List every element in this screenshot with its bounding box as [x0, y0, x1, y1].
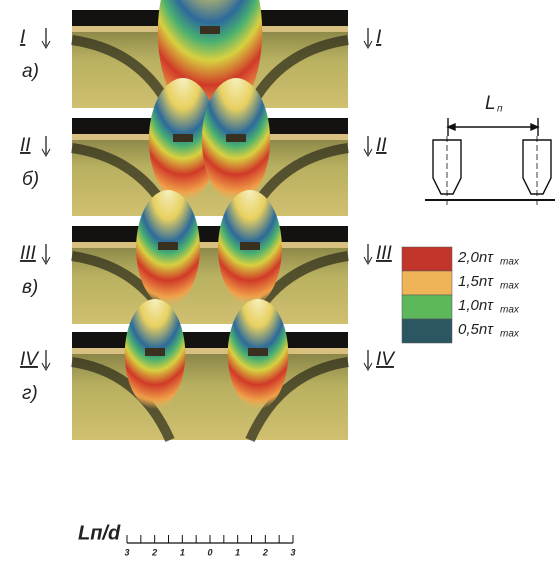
scale-tick-label: 0 — [207, 547, 212, 557]
legend-sub: max — [500, 257, 520, 268]
section-left: II — [20, 135, 31, 156]
panel-letter: а) — [22, 61, 39, 82]
legend-sub: max — [500, 281, 520, 292]
diagram-label-sub: п — [497, 104, 503, 115]
legend-swatch — [402, 247, 452, 271]
section-right: II — [376, 135, 387, 156]
scale-tick-label: 3 — [124, 547, 129, 557]
legend-label: 2,0nτ — [457, 249, 494, 266]
indenter — [158, 242, 178, 250]
indenter — [200, 26, 220, 34]
panel-top — [72, 226, 348, 242]
figure: L п Lп/d IIа)IIIIб)IIIIIIв)IVIVг)2,0nτma… — [0, 0, 555, 568]
indenter — [173, 134, 193, 142]
scale-label: Lп/d — [78, 522, 121, 544]
legend-sub: max — [500, 329, 520, 340]
scale-tick-label: 1 — [180, 547, 185, 557]
section-right: III — [376, 243, 393, 264]
legend-swatch — [402, 319, 452, 343]
panel-letter: в) — [22, 277, 38, 298]
legend-swatch — [402, 295, 452, 319]
legend-label: 1,5nτ — [458, 273, 494, 290]
legend-label: 0,5nτ — [458, 321, 494, 338]
section-left: I — [20, 27, 26, 48]
diagram-label: L — [485, 93, 496, 114]
panel-letter: г) — [22, 383, 38, 404]
legend-swatch — [402, 271, 452, 295]
scale-tick-label: 2 — [262, 547, 268, 557]
panel-top — [72, 332, 348, 348]
indenter — [248, 348, 268, 356]
section-left: IV — [20, 349, 40, 370]
panel-letter: б) — [22, 169, 39, 190]
scale-tick-label: 1 — [235, 547, 240, 557]
scale-tick-label: 2 — [151, 547, 157, 557]
legend-sub: max — [500, 305, 520, 316]
indenter-diagram — [425, 118, 555, 205]
scale-tick-label: 3 — [290, 547, 295, 557]
indenter — [240, 242, 260, 250]
legend-label: 1,0nτ — [458, 297, 494, 314]
section-left: III — [20, 243, 37, 264]
indenter — [226, 134, 246, 142]
panel-edge — [72, 242, 348, 248]
indenter — [145, 348, 165, 356]
section-right: I — [376, 27, 382, 48]
panel-edge — [72, 348, 348, 354]
section-right: IV — [376, 349, 396, 370]
